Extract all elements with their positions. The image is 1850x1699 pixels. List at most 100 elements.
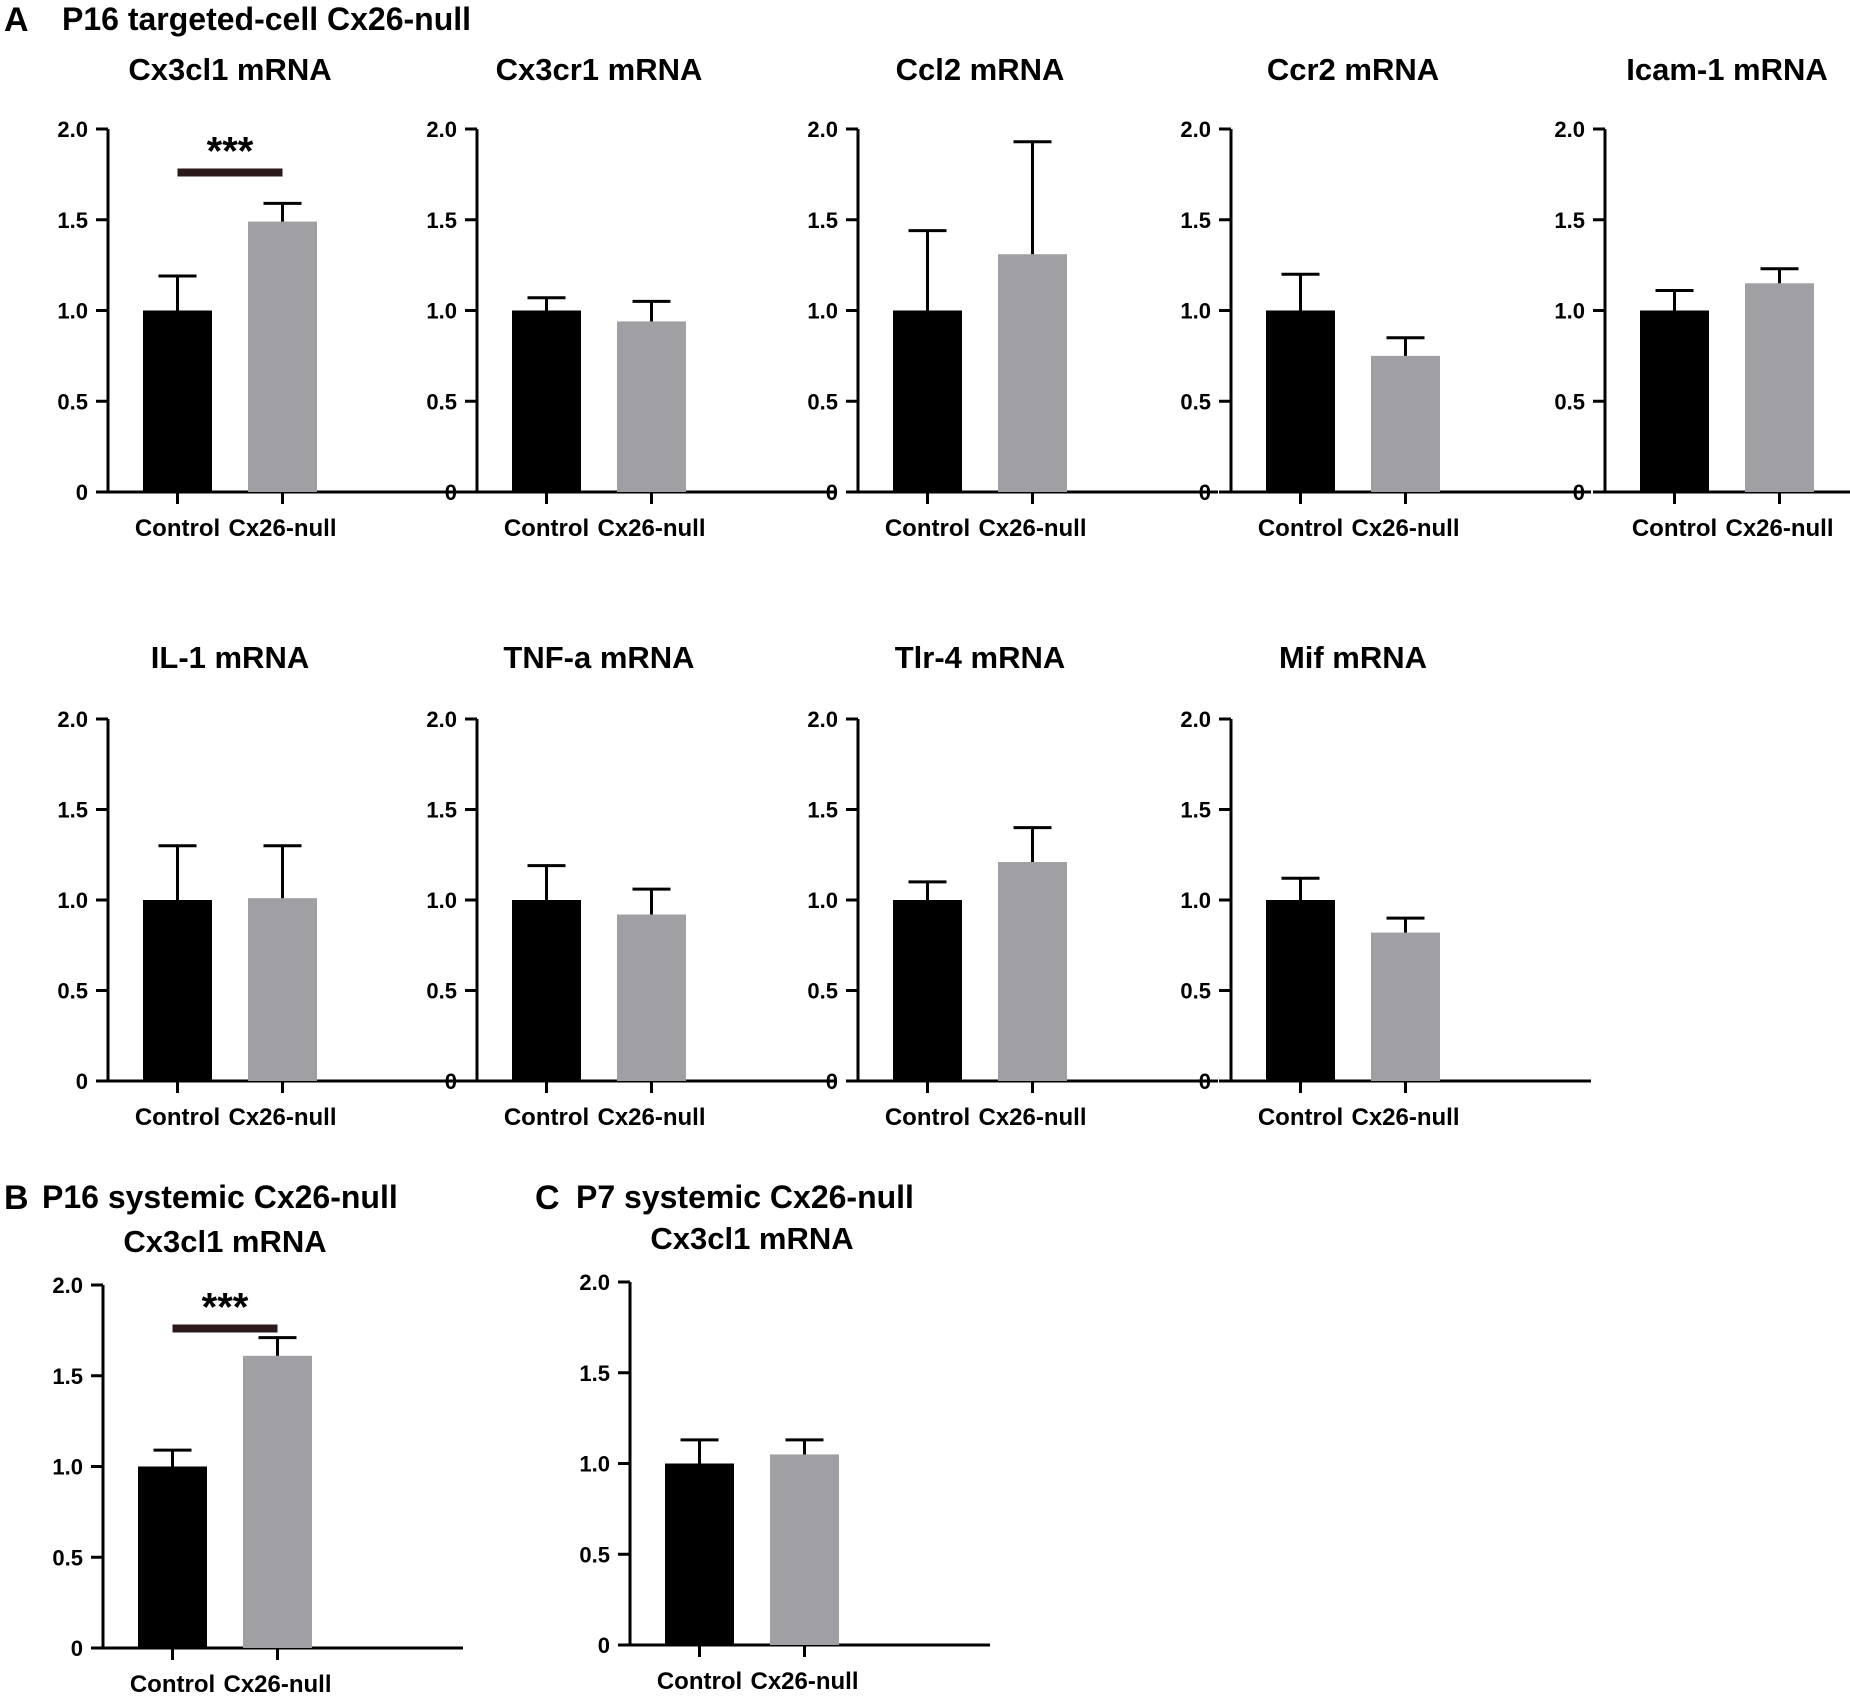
x-category-label: Cx26-null <box>1351 1104 1459 1131</box>
y-tick-label: 1.5 <box>807 798 838 823</box>
y-tick-label: 0 <box>826 480 838 505</box>
y-tick-label: 2.0 <box>52 1273 83 1298</box>
y-tick-label: 1.0 <box>807 888 838 913</box>
y-tick-label: 1.0 <box>426 299 457 324</box>
y-tick-label: 0 <box>1199 480 1211 505</box>
y-tick-label: 0 <box>76 1069 88 1094</box>
y-tick-label: 0 <box>445 480 457 505</box>
section-title-a: P16 targeted-cell Cx26-null <box>62 1 471 37</box>
bar-cx26-null <box>617 321 686 492</box>
x-category-label: Cx26-null <box>228 1104 336 1131</box>
y-tick-label: 2.0 <box>57 707 88 732</box>
x-category-label: Control <box>1258 1104 1343 1131</box>
x-category-label: Control <box>504 1104 589 1131</box>
x-category-label: Control <box>885 1104 970 1131</box>
chart-7: TNF-a mRNA 0 0.5 1.0 1.5 2.0 Control Cx26-null <box>426 640 837 1131</box>
x-category-label: Control <box>1632 515 1717 542</box>
chart-10: Cx3cl1 mRNA 0 0.5 1.0 1.5 2.0 Control Cx26-null… <box>52 1224 463 1698</box>
x-category-label: Cx26-null <box>1725 515 1833 542</box>
x-category-label: Cx26-null <box>597 515 705 542</box>
y-tick-label: 1.0 <box>57 888 88 913</box>
y-tick-label: 1.5 <box>57 208 88 233</box>
chart-8: Tlr-4 mRNA 0 0.5 1.0 1.5 2.0 Control Cx26-null <box>807 640 1218 1131</box>
chart-9: Mif mRNA 0 0.5 1.0 1.5 2.0 Control Cx26-null <box>1180 640 1591 1131</box>
section-title-b: P16 systemic Cx26-null <box>42 1179 398 1215</box>
chart-title: Cx3cl1 mRNA <box>128 52 331 87</box>
y-tick-label: 0.5 <box>579 1542 610 1567</box>
y-tick-label: 1.0 <box>52 1455 83 1480</box>
y-tick-label: 0.5 <box>57 389 88 414</box>
chart-2: Cx3cr1 mRNA 0 0.5 1.0 1.5 2.0 Control Cx26-null <box>426 52 837 542</box>
chart-title: Tlr-4 mRNA <box>895 640 1066 675</box>
bar-cx26-null <box>248 221 317 492</box>
x-category-label: Control <box>657 1668 742 1695</box>
x-category-label: Control <box>135 515 220 542</box>
y-tick-label: 1.0 <box>1180 299 1211 324</box>
y-tick-label: 2.0 <box>1180 117 1211 142</box>
y-tick-label: 1.5 <box>1554 208 1585 233</box>
bar-cx26-null <box>998 861 1067 1081</box>
y-tick-label: 1.0 <box>1180 888 1211 913</box>
significance-label: *** <box>202 1286 249 1330</box>
x-category-label: Control <box>135 1104 220 1131</box>
panel-label-c: C <box>535 1179 560 1217</box>
bar-control <box>665 1463 734 1645</box>
x-category-label: Cx26-null <box>228 515 336 542</box>
chart-title: Ccr2 mRNA <box>1267 52 1439 87</box>
x-category-label: Control <box>130 1671 215 1698</box>
bar-control <box>143 310 212 492</box>
charts-container: Cx3cl1 mRNA 0 0.5 1.0 1.5 2.0 Control Cx26-null… <box>52 52 1850 1698</box>
y-tick-label: 0.5 <box>807 389 838 414</box>
bar-control <box>1640 310 1709 492</box>
bar-cx26-null <box>1371 932 1440 1081</box>
y-tick-label: 1.5 <box>426 798 457 823</box>
y-tick-label: 0 <box>1199 1069 1211 1094</box>
bar-cx26-null <box>770 1454 839 1645</box>
x-category-label: Control <box>504 515 589 542</box>
bar-control <box>143 900 212 1081</box>
y-tick-label: 0.5 <box>52 1545 83 1570</box>
chart-4: Ccr2 mRNA 0 0.5 1.0 1.5 2.0 Control Cx26-null <box>1180 52 1591 542</box>
y-tick-label: 0.5 <box>426 389 457 414</box>
section-c-header: C P7 systemic Cx26-null <box>535 1179 914 1217</box>
bar-cx26-null <box>1371 355 1440 492</box>
x-category-label: Cx26-null <box>978 1104 1086 1131</box>
y-tick-label: 0 <box>826 1069 838 1094</box>
y-tick-label: 2.0 <box>1554 117 1585 142</box>
y-tick-label: 2.0 <box>426 707 457 732</box>
chart-title: TNF-a mRNA <box>503 640 694 675</box>
bar-control <box>512 310 581 492</box>
chart-6: IL-1 mRNA 0 0.5 1.0 1.5 2.0 Control Cx26-null <box>57 640 468 1131</box>
panel-label-a: A <box>4 1 29 39</box>
chart-3: Ccl2 mRNA 0 0.5 1.0 1.5 2.0 Control Cx26-null <box>807 52 1218 542</box>
x-category-label: Cx26-null <box>223 1671 331 1698</box>
y-tick-label: 0.5 <box>807 979 838 1004</box>
chart-title: IL-1 mRNA <box>151 640 309 675</box>
bar-cx26-null <box>248 898 317 1081</box>
chart-title: Cx3cl1 mRNA <box>650 1221 853 1256</box>
bar-cx26-null <box>617 914 686 1081</box>
y-tick-label: 1.5 <box>579 1361 610 1386</box>
x-category-label: Control <box>885 515 970 542</box>
chart-title: Ccl2 mRNA <box>896 52 1065 87</box>
bar-control <box>893 310 962 492</box>
y-tick-label: 0.5 <box>1180 389 1211 414</box>
y-tick-label: 0.5 <box>1180 979 1211 1004</box>
y-tick-label: 2.0 <box>807 117 838 142</box>
bar-control <box>893 900 962 1081</box>
y-tick-label: 2.0 <box>579 1270 610 1295</box>
x-category-label: Cx26-null <box>1351 515 1459 542</box>
y-tick-label: 2.0 <box>1180 707 1211 732</box>
y-tick-label: 0 <box>71 1636 83 1661</box>
y-tick-label: 1.0 <box>57 299 88 324</box>
x-category-label: Control <box>1258 515 1343 542</box>
x-category-label: Cx26-null <box>750 1668 858 1695</box>
y-tick-label: 1.5 <box>57 798 88 823</box>
y-tick-label: 2.0 <box>426 117 457 142</box>
y-tick-label: 0 <box>1573 480 1585 505</box>
chart-title: Cx3cr1 mRNA <box>496 52 703 87</box>
y-tick-label: 1.0 <box>807 299 838 324</box>
y-tick-label: 0 <box>445 1069 457 1094</box>
y-tick-label: 1.0 <box>579 1452 610 1477</box>
